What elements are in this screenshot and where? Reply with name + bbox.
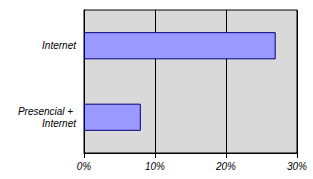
svg-text:Presencial +: Presencial + [18,106,76,117]
svg-text:20%: 20% [215,161,236,172]
svg-text:30%: 30% [287,161,307,172]
svg-text:Internet: Internet [42,40,77,51]
svg-text:Internet: Internet [42,118,77,129]
svg-text:10%: 10% [145,161,165,172]
svg-text:0%: 0% [77,161,92,172]
